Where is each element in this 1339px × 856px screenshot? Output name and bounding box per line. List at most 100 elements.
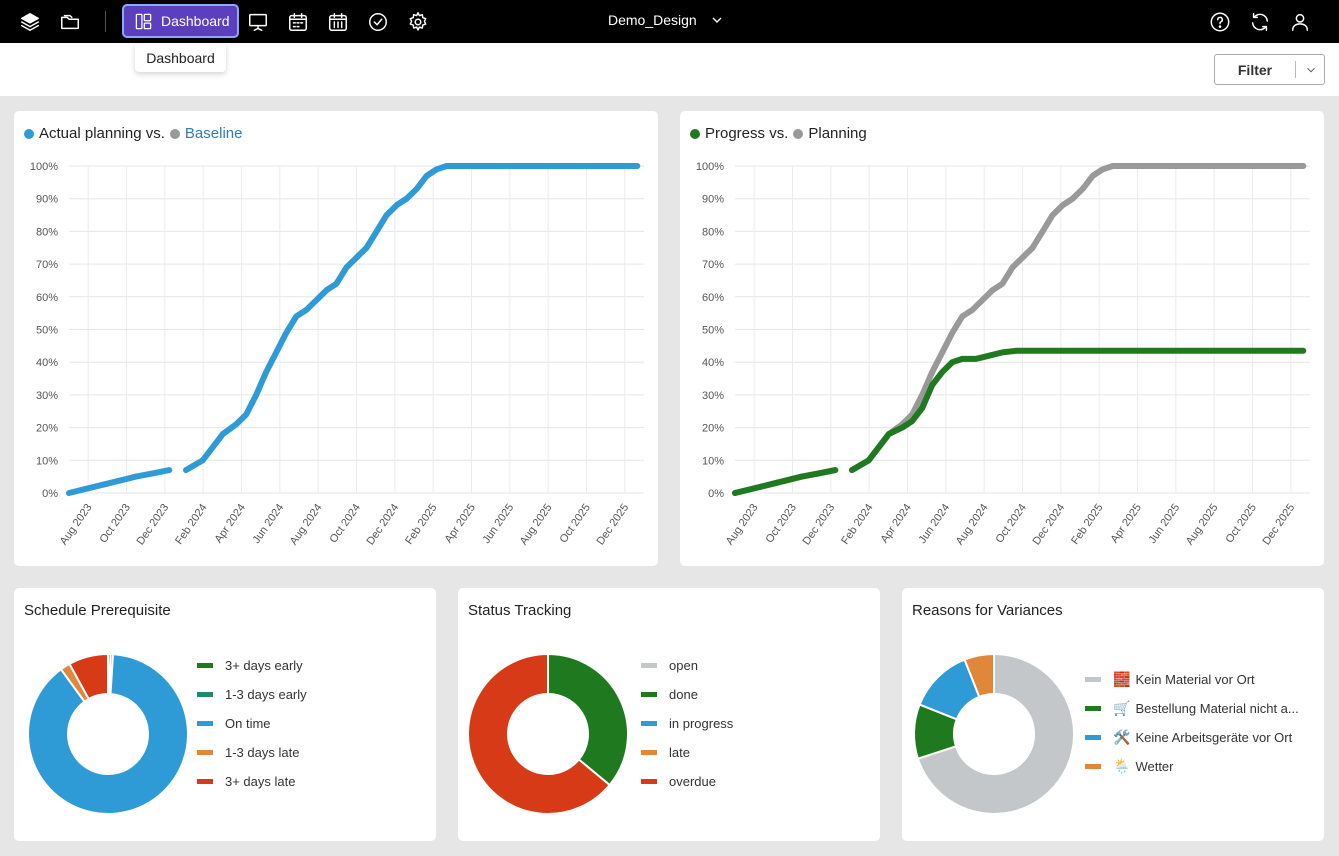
help-icon[interactable] <box>1207 9 1233 35</box>
variances-legend: 🧱 Kein Material vor Ort 🛒 Bestellung Mater… <box>1085 665 1299 781</box>
layers-icon[interactable] <box>17 9 43 35</box>
x-tick-label: Feb 2024 <box>173 502 209 547</box>
x-tick-label: Apr 2024 <box>879 502 914 545</box>
legend-label: 1-3 days late <box>225 745 300 760</box>
layout-icon <box>135 13 152 29</box>
legend-label: Kein Material vor Ort <box>1135 672 1255 687</box>
planning-line-chart: 0% 10% 20% 30% 40% 50% 60% 70% 80% 90% 100% Aug 202… <box>30 161 644 547</box>
title-planning[interactable]: Planning <box>808 125 867 142</box>
slice-wetter <box>963 652 995 699</box>
legend-swatch <box>641 750 657 755</box>
legend-label: open <box>669 658 698 673</box>
y-tick-label: 70% <box>702 259 724 271</box>
x-tick-label: Jun 2024 <box>250 502 286 546</box>
x-tick-label: Aug 2023 <box>724 502 761 547</box>
x-tick-label: Aug 2023 <box>58 502 95 547</box>
legend-item[interactable]: On time <box>197 709 307 738</box>
slice-kein-material-vor-ort <box>916 652 1075 815</box>
legend-item[interactable]: open <box>641 651 733 680</box>
legend-dot-planning <box>793 128 804 139</box>
y-tick-label: 0% <box>42 488 58 500</box>
status-legend: open done in progress late overdue <box>641 651 733 796</box>
prereq-donut-chart <box>27 652 189 815</box>
y-tick-label: 100% <box>696 161 724 173</box>
x-tick-label: Jun 2025 <box>480 502 516 546</box>
slice-on-time <box>27 653 189 815</box>
prereq-legend: 3+ days early 1-3 days early On time 1-3… <box>197 651 307 796</box>
dashboard-button-label: Dashboard <box>161 13 230 29</box>
legend-swatch <box>197 750 213 755</box>
legend-swatch <box>1085 764 1101 769</box>
presentation-icon[interactable] <box>245 9 271 35</box>
x-tick-label: Aug 2024 <box>288 502 325 547</box>
y-tick-label: 0% <box>708 488 724 500</box>
check-circle-icon[interactable] <box>365 9 391 35</box>
folder-icon[interactable] <box>57 9 83 35</box>
y-tick-label: 80% <box>36 226 58 238</box>
status-tracking-card: Status Tracking open done in progress la… <box>458 588 880 841</box>
legend-item[interactable]: in progress <box>641 709 733 738</box>
x-tick-label: Oct 2023 <box>98 502 133 545</box>
legend-dot-baseline <box>169 128 180 139</box>
calendar-grid-icon[interactable] <box>325 9 351 35</box>
x-tick-label: Oct 2024 <box>328 502 363 545</box>
legend-item[interactable]: 🛒 Bestellung Material nicht a... <box>1085 694 1299 723</box>
y-tick-label: 80% <box>702 226 724 238</box>
schedule-prerequisite-card: Schedule Prerequisite 3+ days early 1-3 … <box>14 588 436 841</box>
y-tick-label: 40% <box>36 357 58 369</box>
cart-icon: 🛒 <box>1113 700 1131 716</box>
legend-swatch <box>197 692 213 697</box>
x-tick-label: Aug 2025 <box>1184 502 1221 547</box>
series-line-progress <box>849 347 1307 474</box>
filter-divider <box>1295 61 1296 78</box>
project-selector[interactable]: Demo_Design <box>608 12 725 28</box>
legend-swatch <box>641 779 657 784</box>
refresh-icon[interactable] <box>1247 9 1273 35</box>
title-actual[interactable]: Actual planning vs. <box>39 125 165 142</box>
legend-item[interactable]: 1-3 days early <box>197 680 307 709</box>
calendar-week-icon[interactable] <box>285 9 311 35</box>
x-tick-label: Oct 2025 <box>1224 502 1259 545</box>
title-baseline-link[interactable]: Baseline <box>184 125 243 142</box>
legend-item[interactable]: done <box>641 680 733 709</box>
legend-item[interactable]: 3+ days early <box>197 651 307 680</box>
legend-label: Bestellung Material nicht a... <box>1135 701 1299 716</box>
series-line-actual-planning <box>183 163 641 474</box>
x-tick-label: Aug 2025 <box>518 502 555 547</box>
y-tick-label: 100% <box>30 161 58 173</box>
x-tick-label: Dec 2025 <box>1260 502 1297 547</box>
title-progress[interactable]: Progress vs. <box>705 125 789 142</box>
legend-item[interactable]: 🌦️ Wetter <box>1085 752 1299 781</box>
chevron-down-icon <box>712 17 722 23</box>
legend-label: On time <box>225 716 271 731</box>
legend-item[interactable]: 🛠️ Keine Arbeitsgeräte vor Ort <box>1085 723 1299 752</box>
dashboard-button[interactable]: Dashboard <box>122 4 239 38</box>
chevron-down-icon <box>1307 67 1315 72</box>
legend-label: done <box>669 687 698 702</box>
legend-dot-progress <box>690 128 700 139</box>
series-line-progress <box>732 467 839 496</box>
y-tick-label: 50% <box>702 325 724 337</box>
y-tick-label: 70% <box>36 259 58 271</box>
legend-swatch <box>641 663 657 668</box>
toolbar-divider <box>105 11 106 32</box>
series-line-planning <box>849 163 1307 474</box>
legend-label: Keine Arbeitsgeräte vor Ort <box>1135 730 1293 745</box>
y-tick-label: 90% <box>36 194 58 206</box>
slice-done <box>547 652 629 787</box>
planning-vs-baseline-card: Actual planning vs. Baseline 0% 10% 20% 30%… <box>14 111 658 566</box>
filter-label: Filter <box>1237 61 1273 78</box>
tools-icon: 🛠️ <box>1113 729 1131 745</box>
legend-item[interactable]: 1-3 days late <box>197 738 307 767</box>
legend-item[interactable]: 3+ days late <box>197 767 307 796</box>
filter-button[interactable]: Filter <box>1214 54 1325 85</box>
x-tick-label: Feb 2025 <box>1069 502 1105 547</box>
legend-item[interactable]: late <box>641 738 733 767</box>
user-icon[interactable] <box>1287 9 1313 35</box>
x-tick-label: Dec 2025 <box>594 502 631 547</box>
legend-item[interactable]: overdue <box>641 767 733 796</box>
y-tick-label: 60% <box>702 292 724 304</box>
legend-item[interactable]: 🧱 Kein Material vor Ort <box>1085 665 1299 694</box>
progress-line-chart: 0% 10% 20% 30% 40% 50% 60% 70% 80% 90% 100% Aug 202… <box>696 161 1310 547</box>
gear-icon[interactable] <box>405 9 431 35</box>
